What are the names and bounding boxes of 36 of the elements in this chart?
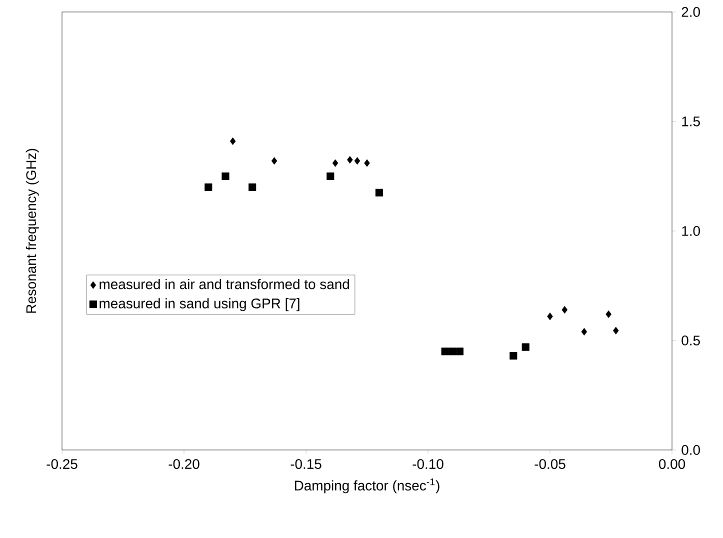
x-tick-label: -0.10	[412, 459, 444, 469]
point	[222, 172, 230, 180]
point	[332, 159, 338, 167]
point	[364, 159, 370, 167]
x-tick-label: -0.25	[46, 459, 78, 469]
x-axis-title: Damping factor (nsec$^{-1}$)	[294, 478, 440, 494]
point	[354, 157, 360, 165]
point	[456, 348, 464, 356]
point	[448, 348, 456, 356]
point	[522, 343, 530, 351]
point	[326, 172, 334, 180]
legend-label: measured in sand using GPR [7]	[100, 298, 300, 312]
point	[204, 183, 212, 191]
y-tick-label: 1.5	[682, 116, 700, 126]
x-tick-label: -0.20	[168, 459, 200, 469]
point	[271, 157, 278, 165]
point	[606, 310, 612, 318]
x-tick-label: -0.05	[534, 459, 566, 469]
y-axis-title: Resonant frequency (GHz)	[26, 148, 39, 313]
y-tick-label: 2.0	[682, 7, 700, 17]
point	[375, 188, 383, 196]
point	[547, 312, 553, 320]
point	[230, 137, 236, 145]
point	[347, 156, 353, 164]
point	[441, 348, 449, 356]
y-tick-label: 0.5	[682, 336, 700, 346]
x-tick-label: -0.15	[290, 459, 322, 469]
point	[510, 352, 518, 360]
legend-label: measured in air and transformed to sand	[100, 278, 349, 290]
y-tick-label: 0.0	[682, 445, 700, 455]
x-tick-label: 0.00	[658, 459, 686, 469]
y-tick-label: 1.0	[682, 226, 700, 236]
point	[613, 326, 619, 334]
point	[562, 306, 568, 314]
point	[581, 328, 588, 336]
point	[248, 183, 256, 191]
